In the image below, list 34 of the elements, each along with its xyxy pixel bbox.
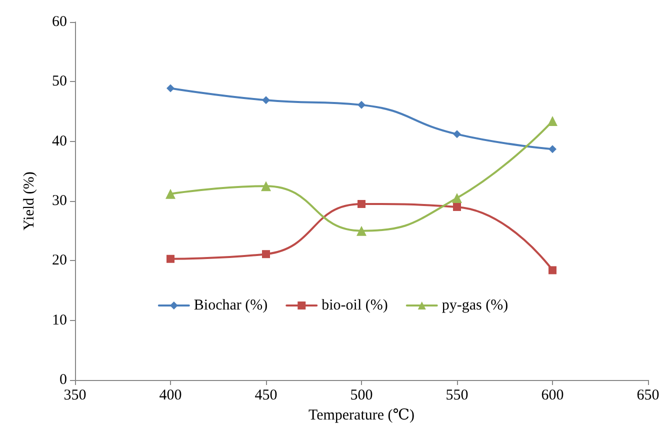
- point: [358, 100, 366, 109]
- x-tick-label: 600: [541, 388, 564, 404]
- x-tick-label: 550: [446, 388, 468, 404]
- y-tick-label: 30: [52, 193, 67, 209]
- point: [452, 193, 462, 204]
- y-tick-label: 20: [52, 252, 67, 269]
- point: [453, 202, 461, 211]
- legend-label: py-gas (%): [442, 298, 508, 314]
- point: [548, 116, 558, 126]
- y-tick-label: 0: [60, 372, 67, 388]
- point: [166, 84, 174, 92]
- point: [358, 200, 366, 208]
- point: [548, 266, 556, 274]
- x-tick-label: 400: [159, 388, 182, 404]
- y-axis-title: Yield (%): [22, 172, 38, 230]
- y-tick-label: 40: [52, 133, 67, 150]
- point: [166, 188, 176, 199]
- point: [356, 226, 366, 236]
- point: [261, 181, 271, 192]
- y-tick-label: 10: [52, 312, 67, 328]
- x-tick-label: 500: [350, 388, 373, 404]
- point: [548, 145, 556, 154]
- point: [166, 254, 174, 263]
- point: [262, 250, 270, 258]
- legend-label: Biochar (%): [194, 298, 268, 314]
- legend-label: bio-oil (%): [322, 298, 388, 314]
- y-tick-label: 60: [52, 14, 67, 30]
- y-tick-label: 50: [52, 74, 67, 90]
- x-axis-title: Temperature (℃): [308, 408, 415, 424]
- x-tick-label: 350: [64, 388, 86, 404]
- point: [453, 130, 461, 138]
- x-tick-label: 650: [636, 388, 660, 404]
- point: [262, 96, 270, 104]
- x-tick-label: 450: [254, 388, 278, 404]
